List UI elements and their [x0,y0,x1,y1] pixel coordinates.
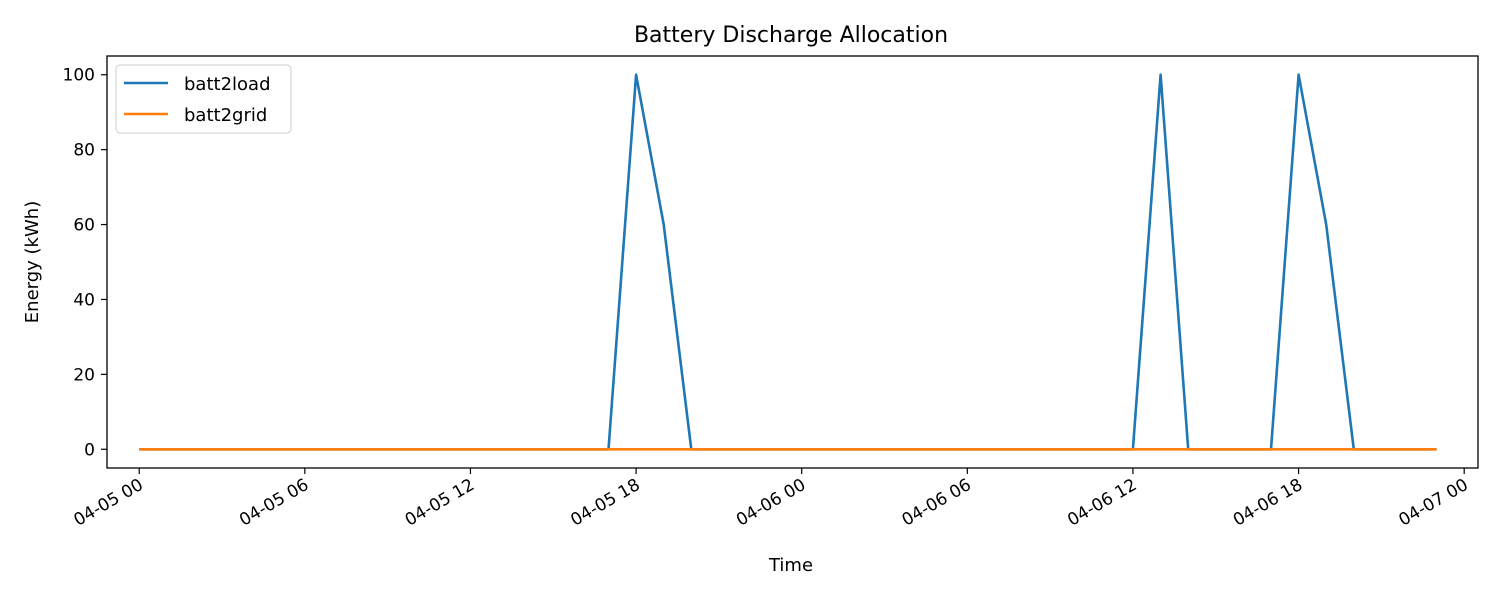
series-layer [139,73,1437,451]
y-tick-label: 100 [63,66,95,86]
y-tick-label: 60 [73,216,95,236]
x-tick-label: 04-05 00 [71,475,147,531]
x-axis-ticks: 04-05 00 04-05 06 04-05 12 04-05 18 04-06 00… [71,468,1472,531]
y-tick-label: 40 [73,290,95,310]
plot-frame [106,55,1479,469]
x-tick-label: 04-05 06 [236,475,312,531]
x-tick-label: 04-06 06 [899,475,975,531]
y-tick-label: 20 [73,365,95,385]
x-tick-label: 04-05 18 [567,475,643,531]
plot-area [107,56,1478,468]
y-tick-label: 80 [73,141,95,161]
x-tick-label: 04-07 00 [1396,475,1472,531]
y-axis-label: Energy (kWh) [22,201,43,323]
chart-title: Battery Discharge Allocation [634,23,948,48]
legend-label-batt2load: batt2load [184,74,271,95]
y-tick-label: 0 [84,440,95,460]
x-tick-label: 04-05 12 [402,475,478,531]
legend-label-batt2grid: batt2grid [184,105,267,126]
x-tick-label: 04-06 18 [1230,475,1306,531]
y-axis-ticks: 0 20 40 60 80 100 [63,66,107,460]
series-line-batt2load [139,73,1437,451]
x-tick-label: 04-06 00 [733,475,809,531]
legend: batt2load batt2grid [115,64,292,134]
x-tick-label: 04-06 12 [1064,475,1140,531]
x-axis-label: Time [768,555,813,576]
